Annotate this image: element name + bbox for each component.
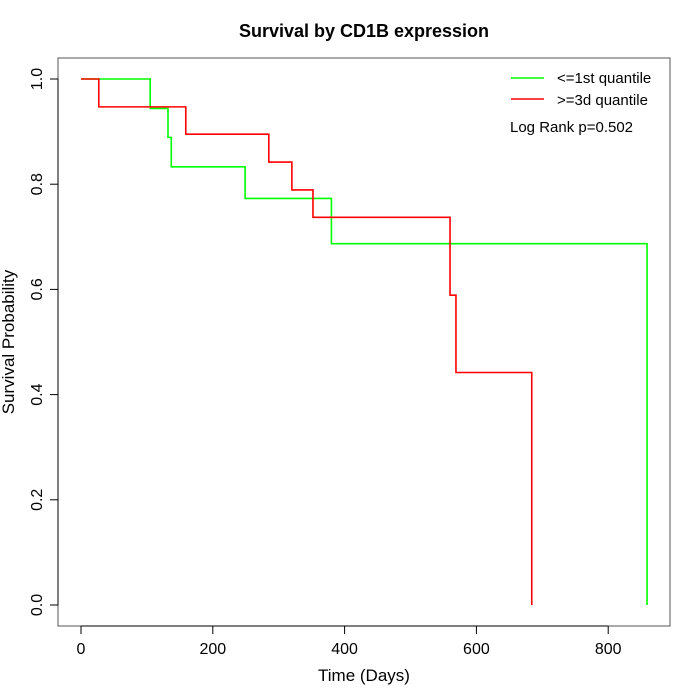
series-line-low-quantile (81, 78, 648, 605)
x-tick-label: 0 (77, 641, 86, 658)
y-tick-label: 0.4 (29, 383, 46, 405)
legend-label-high: >=3d quantile (557, 92, 648, 109)
legend: <=1st quantile >=3d quantile (511, 70, 651, 109)
y-tick-label: 0.6 (29, 278, 46, 300)
log-rank-annotation: Log Rank p=0.502 (510, 119, 633, 136)
y-axis: 0.0 0.2 0.4 0.6 0.8 1.0 (29, 68, 59, 616)
y-tick-label: 1.0 (29, 68, 46, 90)
x-tick-label: 600 (463, 641, 490, 658)
x-axis: 0 200 400 600 800 (77, 625, 622, 658)
x-tick-label: 200 (199, 641, 226, 658)
y-tick-label: 0.8 (29, 173, 46, 195)
series-layer (81, 78, 648, 605)
x-tick-label: 800 (595, 641, 622, 658)
y-axis-label: Survival Probability (0, 269, 18, 414)
series-line-high-quantile (81, 78, 533, 605)
plot-frame (57, 57, 671, 627)
x-tick-label: 400 (331, 641, 358, 658)
legend-label-low: <=1st quantile (557, 70, 651, 87)
chart-title: Survival by CD1B expression (239, 21, 489, 41)
y-tick-label: 0.2 (29, 489, 46, 511)
y-tick-label: 0.0 (29, 594, 46, 616)
x-axis-label: Time (Days) (318, 666, 410, 685)
